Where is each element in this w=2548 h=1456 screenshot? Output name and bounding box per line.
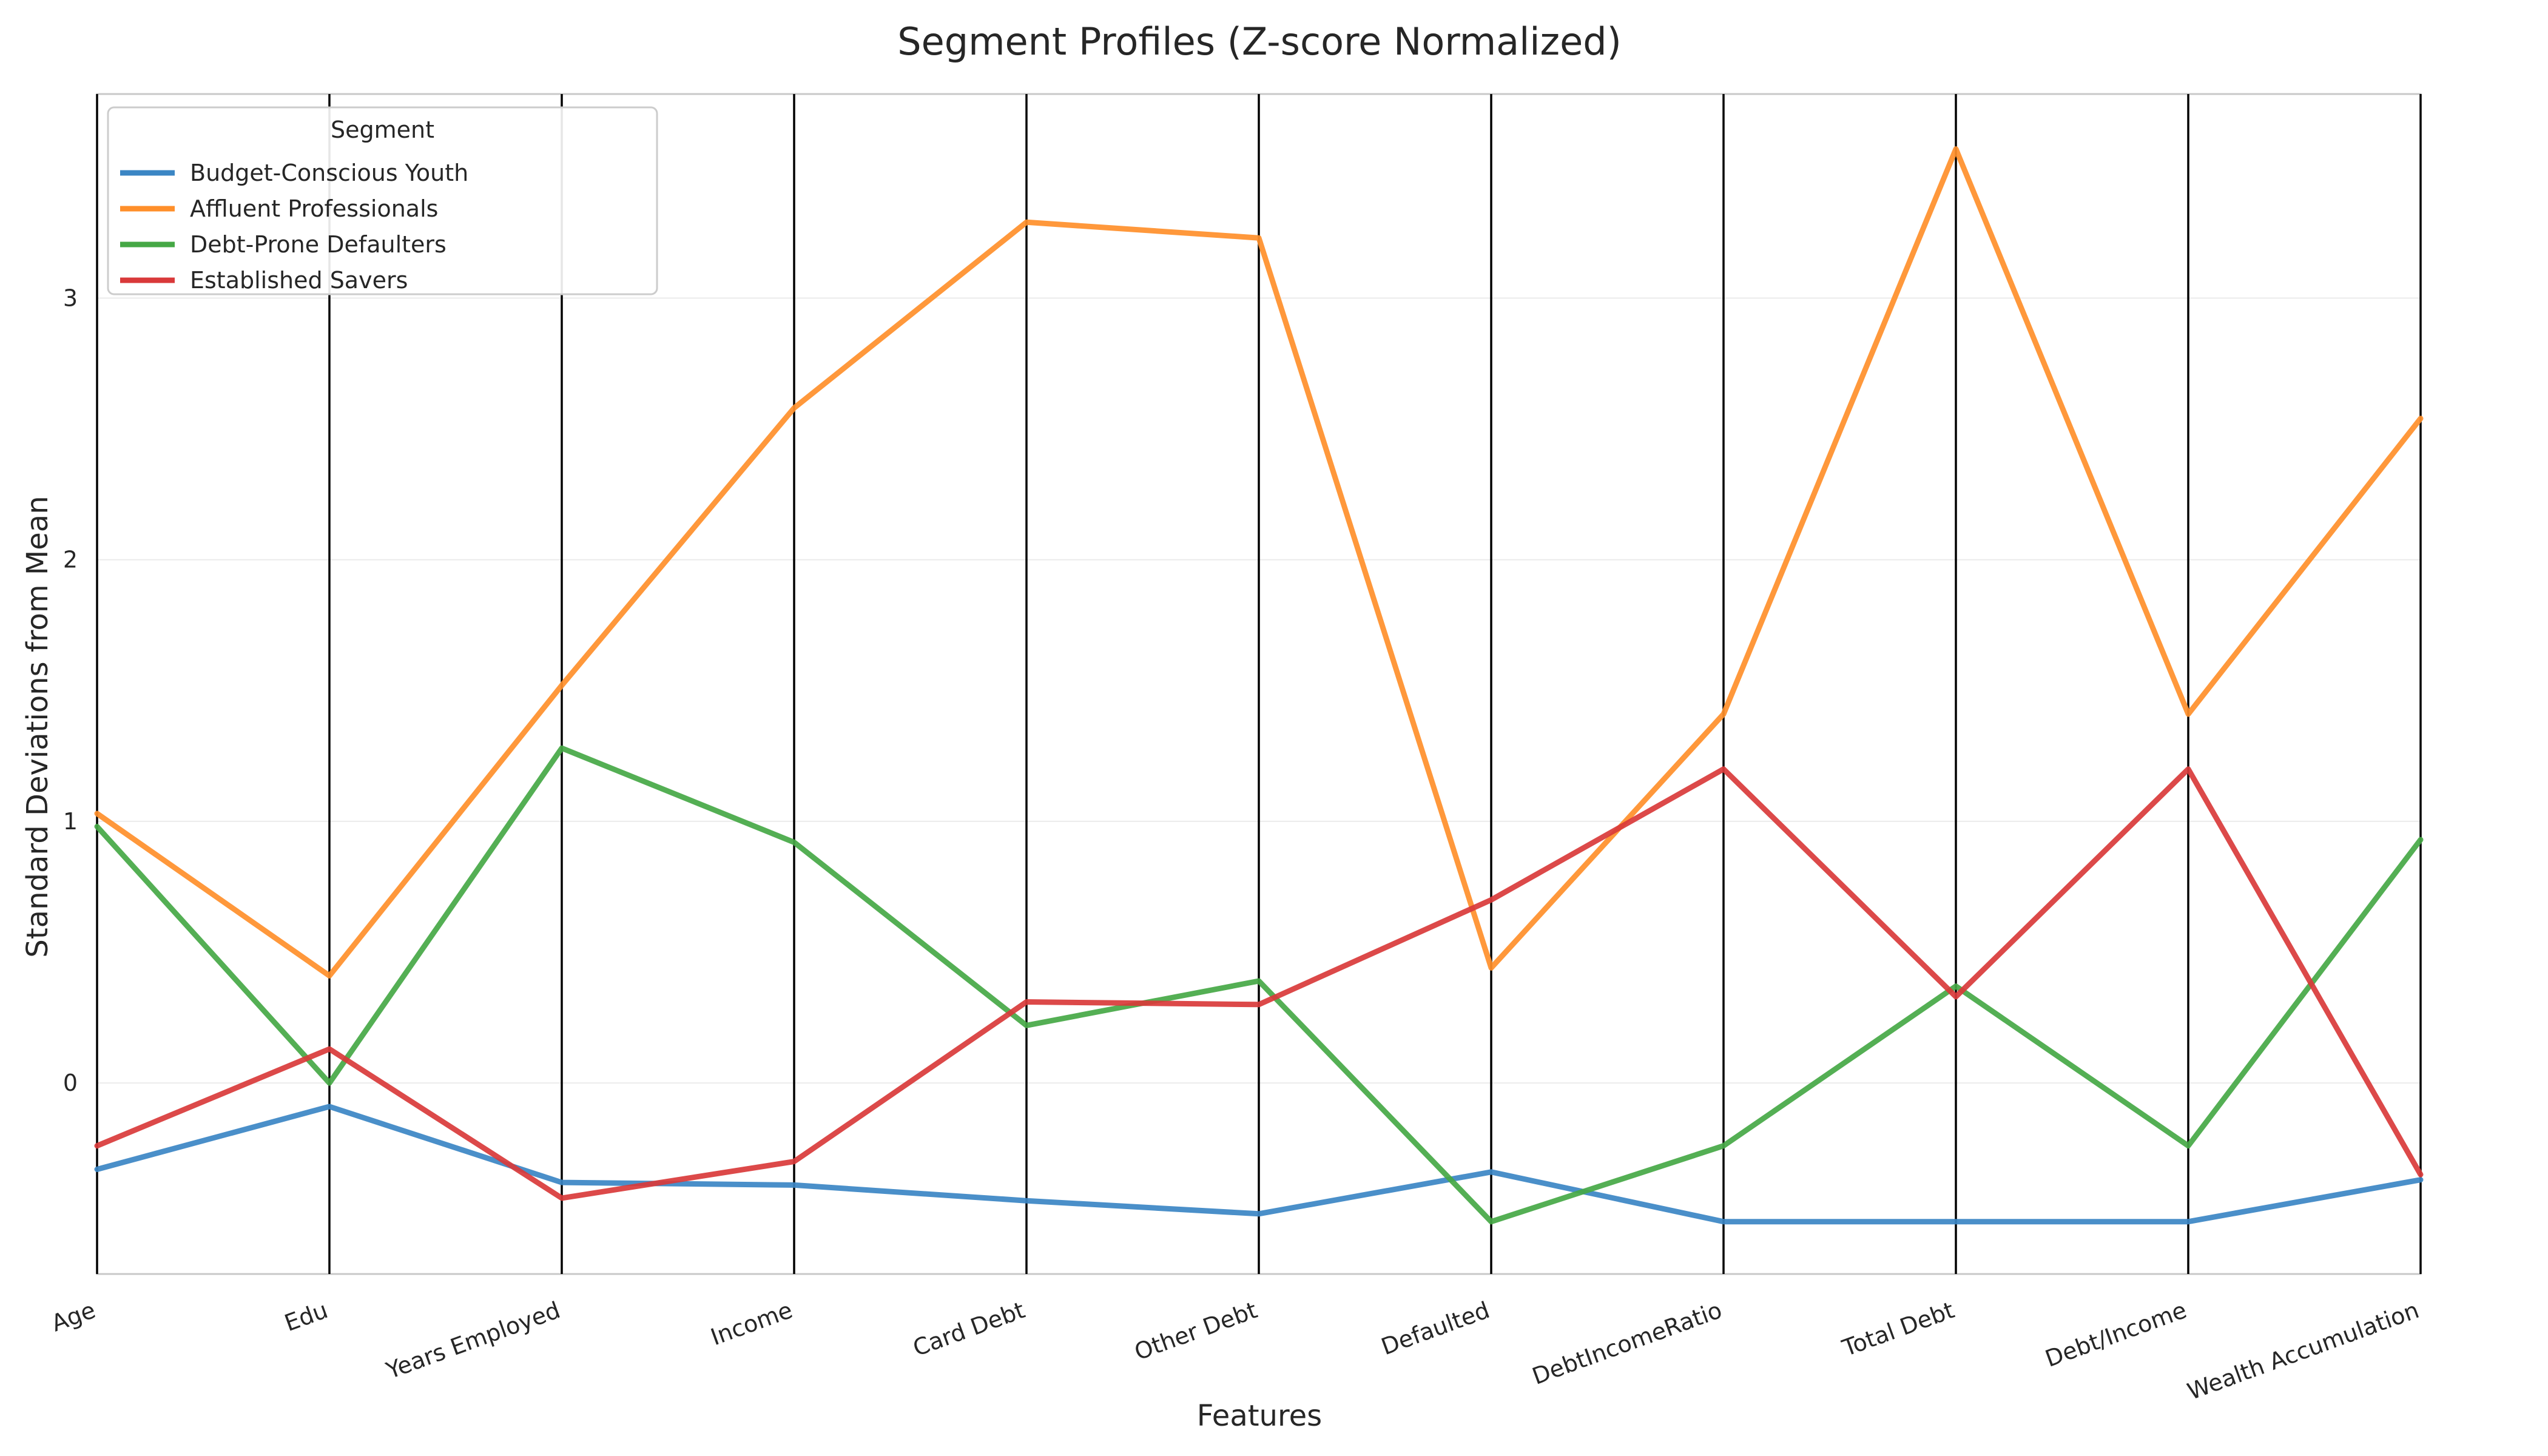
legend-title: Segment [331,116,434,143]
x-tick-label: Income [707,1296,796,1350]
x-tick-label: Card Debt [909,1296,1028,1361]
x-tick-label: Age [48,1296,99,1336]
series-line-3 [94,766,2424,1201]
x-tick-label: Wealth Accumulation [2184,1296,2422,1405]
legend-entry-label: Debt-Prone Defaulters [190,231,447,258]
series-line-1 [94,146,2424,979]
legend-box [107,106,658,295]
legend-entry-label: Affluent Professionals [190,195,438,222]
chart-title: Segment Profiles (Z-score Normalized) [897,19,1622,64]
y-tick-label: 0 [63,1070,78,1096]
x-tick-label: Debt/Income [2041,1296,2190,1372]
x-tick-label: Total Debt [1838,1296,1958,1362]
series-line-2 [94,745,2424,1225]
legend-entry-label: Established Savers [190,267,408,294]
series-line-0 [94,1104,2424,1225]
x-tick-label: Edu [281,1296,331,1336]
x-tick-label: Defaulted [1378,1296,1493,1360]
x-tick-label: DebtIncomeRatio [1529,1296,1725,1390]
x-tick-label: Other Debt [1131,1296,1261,1366]
legend-entry-label: Budget-Conscious Youth [190,160,468,186]
y-axis-label: Standard Deviations from Mean [21,496,55,957]
y-tick-label: 2 [63,547,78,573]
x-axis-label: Features [1197,1399,1322,1433]
y-tick-label: 3 [63,285,78,311]
legend: Segment Budget-Conscious Youth Affluent Pr… [107,106,658,295]
y-tick-label: 1 [63,808,78,835]
x-tick-label: Years Employed [382,1296,564,1384]
